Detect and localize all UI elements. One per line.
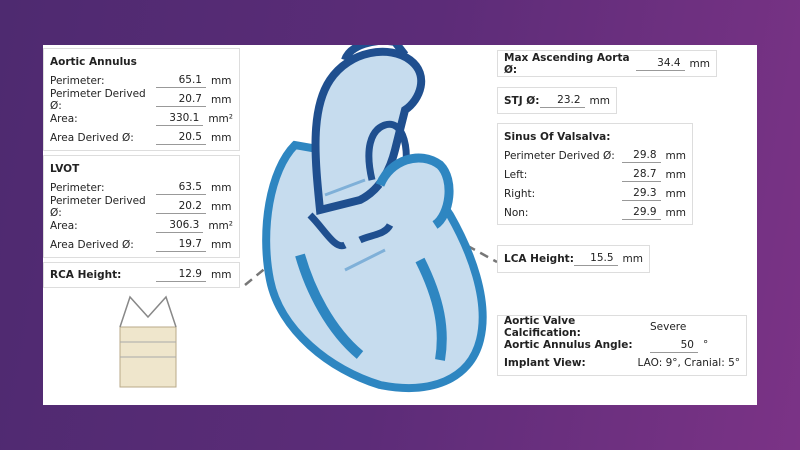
- unit: mm²: [208, 219, 233, 232]
- lca-label: LCA Height:: [504, 252, 574, 265]
- row-label: Area Derived Ø:: [50, 238, 134, 251]
- row-value[interactable]: 63.5: [156, 180, 206, 195]
- row-label: Non:: [504, 206, 529, 219]
- unit: mm: [211, 268, 232, 281]
- rca-height-box: RCA Height: 12.9 mm: [43, 262, 240, 288]
- implant-view-label: Implant View:: [504, 357, 586, 369]
- lca-value[interactable]: 15.5: [574, 251, 618, 266]
- measurement-panel: [43, 45, 757, 405]
- stj-box: STJ Ø: 23.2 mm: [497, 87, 617, 114]
- max-ascending-aorta-box: Max Ascending Aorta Ø: 34.4 mm: [497, 50, 717, 77]
- row-value[interactable]: 29.8: [622, 148, 661, 163]
- section-title: Sinus Of Valsalva:: [504, 131, 611, 143]
- measurement-row: Area: 330.1 mm²: [50, 109, 233, 128]
- valve-implant-image: [119, 295, 177, 388]
- row-value[interactable]: 29.3: [622, 186, 661, 201]
- unit: mm²: [208, 112, 233, 125]
- sinus-of-valsalva-box: Sinus Of Valsalva: Perimeter Derived Ø: 2…: [497, 123, 693, 225]
- row-label: Perimeter Derived Ø:: [50, 87, 146, 112]
- stj-label: STJ Ø:: [504, 94, 540, 107]
- measurement-row: Perimeter: 65.1 mm: [50, 71, 233, 90]
- measurement-row: Perimeter: 63.5 mm: [50, 178, 233, 197]
- row-value[interactable]: 19.7: [156, 237, 206, 252]
- row-value[interactable]: 306.3: [156, 218, 204, 233]
- max-asc-label: Max Ascending Aorta Ø:: [504, 51, 630, 76]
- aortic-annulus-box: Aortic Annulus Perimeter: 65.1 mm Perimeter…: [43, 48, 240, 151]
- unit: mm: [211, 93, 232, 106]
- row-label: Area Derived Ø:: [50, 131, 134, 144]
- row-value[interactable]: 20.2: [156, 199, 206, 214]
- row-value[interactable]: 29.9: [622, 205, 661, 220]
- measurement-row: Right: 29.3 mm: [504, 184, 686, 203]
- lca-height-box: LCA Height: 15.5 mm: [497, 245, 650, 273]
- row-label: Area:: [50, 219, 78, 232]
- row-value[interactable]: 330.1: [156, 111, 204, 126]
- angle-label: Aortic Annulus Angle:: [504, 339, 633, 351]
- rca-label: RCA Height:: [50, 268, 122, 281]
- measurement-row: Non: 29.9 mm: [504, 203, 686, 222]
- measurement-row: Perimeter Derived Ø: 20.7 mm: [50, 87, 233, 112]
- measurement-row: Area: 306.3 mm²: [50, 216, 233, 235]
- row-label: Left:: [504, 168, 528, 181]
- unit: mm: [665, 168, 686, 181]
- row-label: Perimeter:: [50, 181, 105, 194]
- row-label: Perimeter Derived Ø:: [504, 149, 615, 162]
- unit: mm: [665, 206, 686, 219]
- row-value[interactable]: 65.1: [156, 73, 206, 88]
- implant-view-value: LAO: 9°, Cranial: 5°: [637, 357, 740, 369]
- section-title: Aortic Annulus: [50, 56, 137, 68]
- angle-value[interactable]: 50: [650, 338, 698, 353]
- calcification-label: Aortic Valve Calcification:: [504, 315, 581, 339]
- section-title: LVOT: [50, 163, 80, 175]
- measurement-row: Area Derived Ø: 19.7 mm: [50, 235, 233, 254]
- lvot-box: LVOT Perimeter: 63.5 mm Perimeter Derived Ø…: [43, 155, 240, 258]
- stj-value[interactable]: 23.2: [540, 93, 585, 108]
- unit: mm: [689, 57, 710, 70]
- unit: mm: [665, 187, 686, 200]
- measurement-row: Area Derived Ø: 20.5 mm: [50, 128, 233, 147]
- unit: mm: [211, 131, 232, 144]
- row-label: Perimeter:: [50, 74, 105, 87]
- max-asc-value[interactable]: 34.4: [636, 56, 685, 71]
- row-label: Perimeter Derived Ø:: [50, 194, 146, 219]
- unit: mm: [211, 238, 232, 251]
- unit: mm: [589, 94, 610, 107]
- measurement-row: Perimeter Derived Ø: 20.2 mm: [50, 194, 233, 219]
- calcification-value: Severe: [650, 321, 687, 333]
- unit: mm: [211, 181, 232, 194]
- unit: mm: [211, 74, 232, 87]
- heart-illustration: [119, 45, 498, 392]
- rca-value[interactable]: 12.9: [156, 267, 206, 282]
- unit: °: [703, 339, 709, 351]
- row-value[interactable]: 28.7: [622, 167, 661, 182]
- row-label: Area:: [50, 112, 78, 125]
- row-label: Right:: [504, 187, 536, 200]
- measurement-row: Perimeter Derived Ø: 29.8 mm: [504, 146, 686, 165]
- measurement-row: Left: 28.7 mm: [504, 165, 686, 184]
- summary-box: Aortic Valve Calcification: Severe Aortic…: [497, 315, 747, 376]
- row-value[interactable]: 20.5: [156, 130, 206, 145]
- unit: mm: [622, 252, 643, 265]
- row-value[interactable]: 20.7: [156, 92, 206, 107]
- unit: mm: [665, 149, 686, 162]
- unit: mm: [211, 200, 232, 213]
